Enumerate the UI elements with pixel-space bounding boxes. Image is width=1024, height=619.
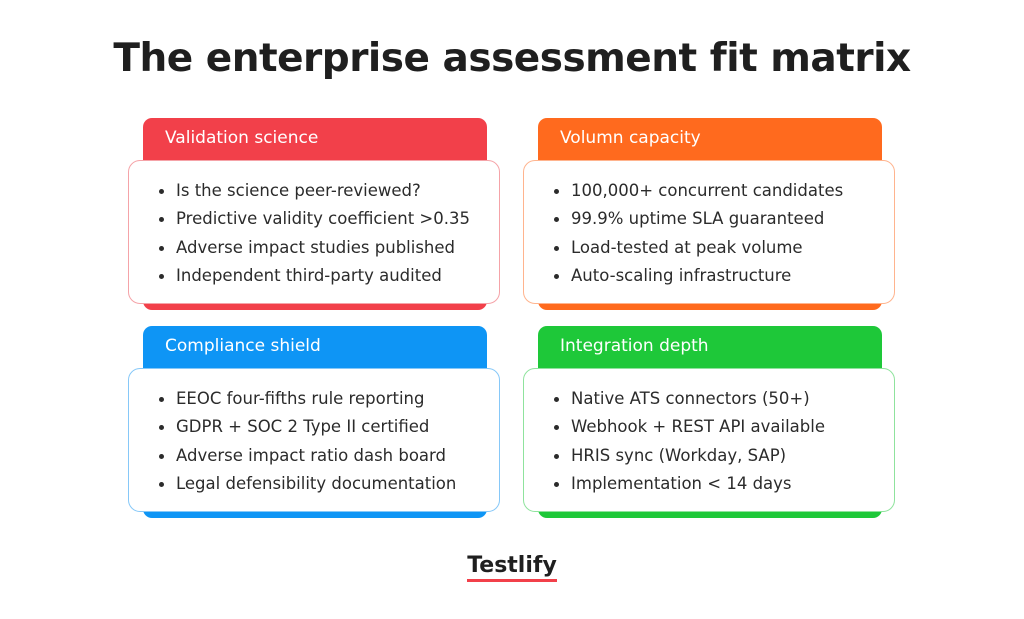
card-body: Is the science peer-reviewed? Predictive … (128, 160, 500, 304)
bullet-list: Native ATS connectors (50+) Webhook + RES… (554, 385, 825, 498)
card-body: Native ATS connectors (50+) Webhook + RES… (523, 368, 895, 512)
bullet-item: Is the science peer-reviewed? (159, 177, 470, 205)
logo: Testlify (0, 553, 1024, 582)
bullet-item: Legal defensibility documentation (159, 470, 456, 498)
bullet-item: 99.9% uptime SLA guaranteed (554, 205, 843, 233)
bullet-item: Implementation < 14 days (554, 470, 825, 498)
card-title: Volumn capacity (560, 128, 701, 148)
bullet-item: Adverse impact ratio dash board (159, 442, 456, 470)
page-title: The enterprise assessment fit matrix (113, 36, 911, 81)
bullet-item: Native ATS connectors (50+) (554, 385, 825, 413)
bullet-list: Is the science peer-reviewed? Predictive … (159, 177, 470, 290)
card-title: Compliance shield (165, 336, 321, 356)
bullet-item: Predictive validity coefficient >0.35 (159, 205, 470, 233)
bullet-list: EEOC four-fifths rule reporting GDPR + SO… (159, 385, 456, 498)
bullet-item: GDPR + SOC 2 Type II certified (159, 413, 456, 441)
bullet-item: EEOC four-fifths rule reporting (159, 385, 456, 413)
card-title: Validation science (165, 128, 319, 148)
bullet-item: Auto-scaling infrastructure (554, 262, 843, 290)
bullet-item: Independent third-party audited (159, 262, 470, 290)
bullet-item: Adverse impact studies published (159, 234, 470, 262)
card-body: 100,000+ concurrent candidates 99.9% upti… (523, 160, 895, 304)
bullet-item: HRIS sync (Workday, SAP) (554, 442, 825, 470)
bullet-item: 100,000+ concurrent candidates (554, 177, 843, 205)
bullet-item: Webhook + REST API available (554, 413, 825, 441)
bullet-list: 100,000+ concurrent candidates 99.9% upti… (554, 177, 843, 290)
card-body: EEOC four-fifths rule reporting GDPR + SO… (128, 368, 500, 512)
card-title: Integration depth (560, 336, 709, 356)
logo-text: Testlify (467, 553, 557, 582)
bullet-item: Load-tested at peak volume (554, 234, 843, 262)
